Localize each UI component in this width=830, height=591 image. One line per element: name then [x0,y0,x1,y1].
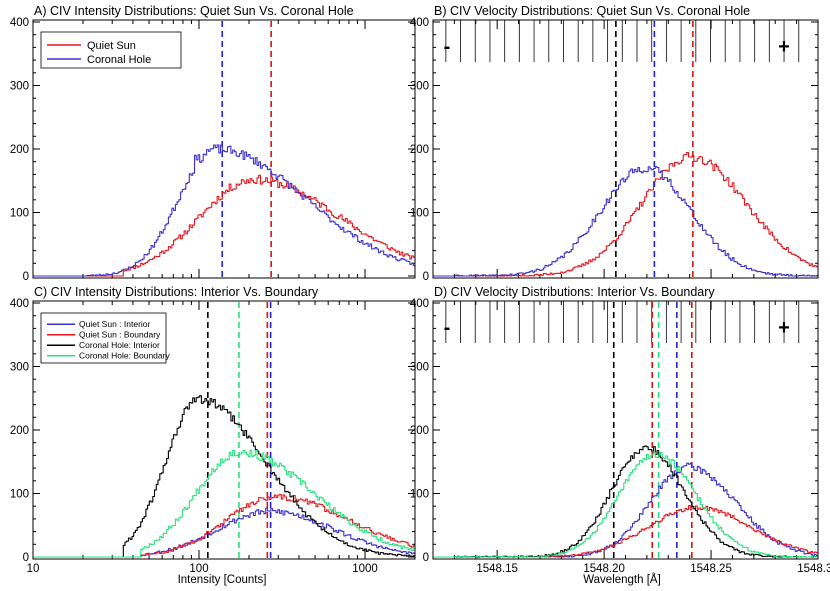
panel-a-intensity-qs-vs-ch: A) CIV Intensity Distributions: Quiet Su… [10,4,416,283]
panel-a-series-quiet-sun [33,174,415,277]
panel-c-series-quiet-sun-interior [33,507,415,558]
panel-c-ytick-label: 100 [10,489,29,501]
panel-b-title: B) CIV Velocity Distributions: Quiet Sun… [434,4,750,18]
panel-c-series-coronal-hole-interior [33,395,415,558]
panel-d-xtick-label: 1548.20 [583,563,625,575]
panel-a-legend: Quiet Sun Coronal Hole [40,31,182,69]
panel-b-velocity-scale: - + [444,20,800,62]
panel-b-vlines [615,21,694,277]
panel-b-series-quiet-sun [433,152,818,277]
panel-b-velocity-minus: - [444,36,451,58]
panel-a-series [33,144,415,277]
panel-c-tick-labels: 0 100 200 300 400 10 100 1000 [10,298,378,575]
panel-d-tick-labels: 0 100 200 300 400 1548.15 1548.20 1548.25 1548.3… [410,298,830,575]
panel-b-ytick-label: 200 [410,144,429,156]
panel-d-vlines [612,302,693,558]
panel-d-xlabel: Wavelength [Å] [583,573,661,586]
panel-b-ytick-label: 0 [423,271,429,283]
panel-c-xtick-label: 1000 [352,563,378,575]
panel-c-intensity-interior-vs-boundary: C) CIV Intensity Distributions: Interior… [10,285,416,586]
panel-c-ytick-label: 200 [10,425,29,437]
panel-d-series-quiet-sun-interior [433,462,818,558]
panel-b-series [433,152,818,277]
panel-c-series [33,395,415,558]
panel-d-velocity-plus: + [778,317,790,339]
panel-d-ytick-label: 200 [410,425,429,437]
panel-b-ytick-label: 300 [410,81,429,93]
panel-d-xtick-label: 1548.25 [690,563,732,575]
panel-b-velocity-plus: + [778,36,790,58]
panel-d-ytick-label: 300 [410,362,429,374]
panel-c-legend-box [40,312,167,364]
panel-d-velocity-minus: - [444,317,451,339]
panel-c-xtick-label: 10 [27,563,40,575]
panel-d-velocity-interior-vs-boundary: D) CIV Velocity Distributions: Interior … [410,285,830,586]
panel-c-vlines [207,302,272,558]
panel-d-frame [432,300,819,560]
panel-a-tick-labels: 0 100 200 300 400 [10,17,29,283]
panel-b-tick-labels: 0 100 200 300 400 [410,17,429,283]
panel-c-legend-label: Quiet Sun : Boundary [79,330,161,340]
panel-d-velocity-scale: - + [444,301,800,343]
panel-c-title: C) CIV Intensity Distributions: Interior… [34,285,319,299]
panel-b-frame [432,19,819,279]
panel-c-ytick-label: 300 [10,362,29,374]
panel-c-ytick-label: 400 [10,298,29,310]
panel-a-ytick-label: 200 [10,144,29,156]
panel-a-ytick-label: 0 [23,271,29,283]
panel-b-velocity-qs-vs-ch: B) CIV Velocity Distributions: Quiet Sun… [410,4,819,283]
panel-a-title: A) CIV Intensity Distributions: Quiet Su… [34,4,354,18]
panel-d-xtick-label: 1548.30 [797,563,830,575]
panel-c-series-coronal-hole-boundary [33,449,415,558]
panel-a-legend-label: Quiet Sun [87,40,136,52]
panel-c-xlabel: Intensity [Counts] [178,574,267,586]
panel-d-series-coronal-hole-boundary [433,452,818,558]
panel-d-ticks [432,301,819,559]
panel-d-xtick-label: 1548.15 [476,563,518,575]
panel-a-legend-box [40,31,182,69]
panel-a-legend-label: Coronal Hole [87,54,151,66]
panel-d-ytick-label: 0 [423,552,429,564]
panel-c-legend-label: Coronal Hole: Boundary [79,351,170,361]
panel-c-legend-label: Coronal Hole: Interior [79,340,160,350]
panel-b-ytick-label: 400 [410,17,429,29]
panel-d-ytick-label: 100 [410,489,429,501]
panel-c-ytick-label: 0 [23,552,29,564]
panel-d-title: D) CIV Velocity Distributions: Interior … [434,285,715,299]
panel-d-ytick-label: 400 [410,298,429,310]
panel-a-ytick-label: 400 [10,17,29,29]
panel-a-ytick-label: 100 [10,208,29,220]
panel-d-series-coronal-hole-interior [433,445,818,558]
panel-c-frame [32,300,416,560]
panel-a-vlines [221,21,272,277]
panel-d-series [433,445,818,558]
panel-c-legend-label: Quiet Sun : Interior [79,319,151,329]
panel-b-ytick-label: 100 [410,208,429,220]
panel-a-series-coronal-hole [33,144,415,277]
panel-b-ticks [432,20,819,278]
panel-c-xtick-label: 100 [189,563,208,575]
panel-a-frame [32,19,416,279]
panel-b-series-coronal-hole [433,166,818,277]
panel-a-ytick-label: 300 [10,81,29,93]
